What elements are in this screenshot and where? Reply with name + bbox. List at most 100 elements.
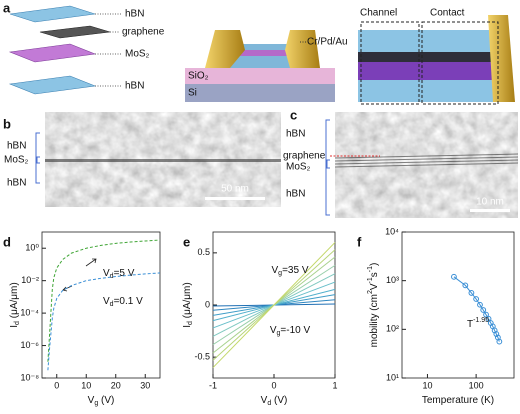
x-axis-label-part: d [267, 400, 271, 407]
zoom-illustration [358, 15, 515, 105]
y-axis-label-part: I [182, 325, 193, 328]
series-label-part: =0.1 V [114, 296, 144, 307]
x-tick-label: -1 [209, 380, 217, 390]
region-label: Contact [430, 8, 465, 19]
tem-image [325, 112, 519, 218]
x-tick-label: 0 [271, 380, 276, 390]
y-tick-label: 10³ [386, 275, 399, 285]
x-axis-label-part: (V) [98, 395, 114, 406]
y-tick-label: -0.5 [194, 352, 210, 362]
x-axis-label-part: (V) [271, 395, 287, 406]
layer-label: hBN [7, 178, 26, 189]
annotation: Vg=-10 V [270, 325, 311, 338]
x-axis-label: Vd (V) [261, 395, 288, 408]
x-tick-label: 20 [111, 380, 121, 390]
device-label: Cr/Pd/Au [307, 37, 348, 48]
x-tick-label: 1 [332, 380, 337, 390]
y-axis-label-part: d [187, 321, 194, 325]
panel-label: f [357, 234, 362, 249]
x-axis-label-part: V [88, 395, 95, 406]
series-label-part: V [103, 296, 110, 307]
device-label: SiO₂ [188, 71, 209, 82]
y-axis-label: mobility (cm2V-1s-1) [367, 263, 379, 348]
y-tick-label: 0 [205, 299, 210, 309]
data-point [493, 331, 500, 337]
y-axis-label-part: s [369, 272, 380, 277]
data-point [468, 290, 475, 296]
y-tick-label: 10¹ [386, 372, 399, 382]
data-point [473, 296, 480, 302]
plot-frame [401, 231, 515, 379]
annotation-part: T [467, 319, 473, 330]
panel-label: e [183, 234, 190, 249]
annotation-part: =-10 V [280, 325, 310, 336]
annotation-part: V [272, 265, 279, 276]
layer-label: MoS₂ [4, 155, 29, 166]
panel-label: d [3, 234, 11, 249]
y-axis-label-part: (μA/μm) [9, 282, 20, 321]
y-tick-label: 10⁰ [25, 243, 39, 253]
series-label: Vd=5 V [103, 268, 135, 281]
annotation-part: g [278, 270, 282, 277]
series-label: Vd=0.1 V [103, 296, 143, 309]
layer-label: hBN [7, 141, 26, 152]
data-point [451, 273, 457, 280]
x-tick-label: 10 [422, 380, 432, 390]
y-axis-label-part: mobility (cm [369, 294, 380, 347]
annotation-part: -1.95 [473, 317, 489, 324]
y-axis-label-part: ) [369, 263, 380, 266]
data-point [496, 338, 503, 345]
data-point [480, 307, 487, 313]
annotation-part: V [270, 325, 277, 336]
plot-frame [41, 231, 161, 379]
device-label: Si [188, 88, 197, 99]
layer-label: hBN [286, 129, 305, 140]
panel-label: c [290, 107, 297, 122]
layer-label: MoS₂ [286, 162, 311, 173]
scale-bar-label: 10 nm [476, 197, 504, 208]
y-tick-label: 10⁻⁴ [20, 307, 39, 317]
y-axis-label-part: V [369, 283, 380, 290]
y-axis-label: Id (μA/μm) [182, 282, 195, 327]
series-label-part: d [110, 301, 114, 308]
layer-label: hBN [286, 189, 305, 200]
y-axis-label-part: -1 [367, 266, 374, 272]
data-line [47, 272, 161, 371]
data-point [483, 311, 489, 318]
series-label-part: d [110, 273, 114, 280]
panel-label: a [3, 0, 11, 15]
x-axis-label-part: V [261, 395, 268, 406]
x-tick-label: 10 [81, 380, 91, 390]
layer-stack [8, 5, 122, 95]
layer-label: hBN [125, 81, 144, 92]
panel-label: b [3, 116, 11, 131]
x-tick-label: 0 [54, 380, 59, 390]
y-axis-label-part: I [9, 325, 20, 328]
y-tick-label: 10⁻² [21, 275, 39, 285]
tem-image [35, 112, 281, 207]
layer-label: graphene [283, 151, 326, 162]
y-axis-label-part: 2 [367, 290, 374, 294]
data-point [477, 301, 483, 308]
layer-label: MoS₂ [125, 49, 150, 60]
y-axis-label: Id (μA/μm) [9, 282, 22, 327]
x-axis-label-part: Temperature (K) [422, 395, 494, 406]
x-tick-label: 30 [140, 380, 150, 390]
series-label-part: =5 V [114, 268, 135, 279]
y-tick-label: 0.5 [197, 247, 210, 257]
y-tick-label: 10⁻⁸ [20, 372, 39, 382]
data-line [212, 242, 336, 368]
x-axis-label: Temperature (K) [422, 395, 494, 406]
annotation-part: g [277, 330, 281, 337]
x-tick-label: 100 [469, 380, 484, 390]
annotation-part: =35 V [282, 265, 309, 276]
y-axis-label-part: (μA/μm) [182, 282, 193, 321]
layer-label: graphene [122, 27, 165, 38]
x-axis-label: Vg (V) [88, 395, 115, 408]
y-tick-label: 10² [386, 324, 399, 334]
sweep-arrows [62, 258, 97, 292]
layer-label: hBN [125, 9, 144, 20]
scale-bar-label: 50 nm [221, 184, 249, 195]
series-label-part: V [103, 268, 110, 279]
